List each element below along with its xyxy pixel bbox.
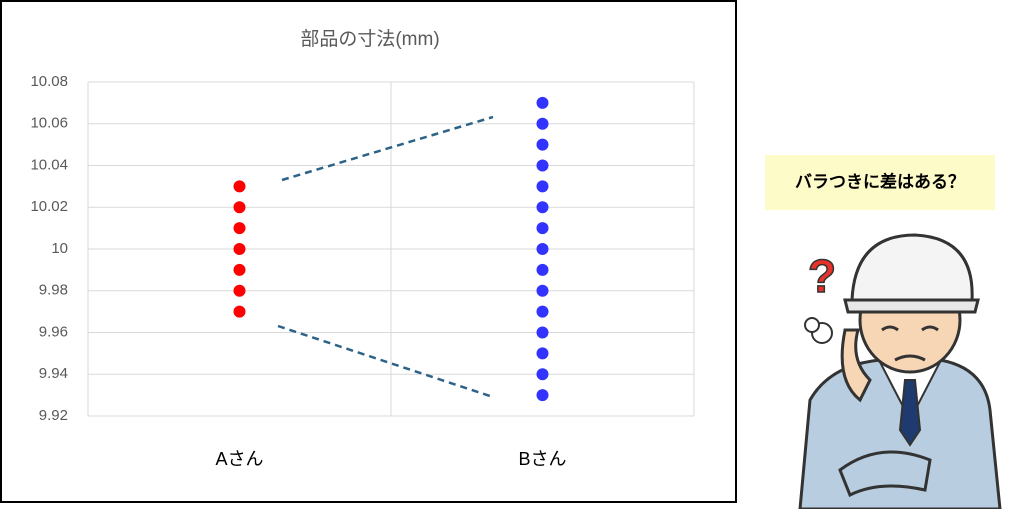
dot [233,305,246,318]
plot-area: 9.92 9.94 9.96 9.98 10 10.02 10.04 10.06 10.08 Aさ… [30,73,695,469]
dot [536,96,549,109]
worker-illustration: ? [798,233,1002,511]
dot [536,222,549,235]
dot [536,305,549,318]
y-tick-label: 9.92 [39,407,68,424]
y-tick-label: 9.98 [39,282,68,299]
y-tick-label: 9.96 [39,323,68,340]
dot [536,117,549,130]
y-tick-label: 9.94 [39,365,68,382]
dot [536,159,549,172]
y-tick-label: 10 [51,240,68,257]
dot [233,284,246,297]
dot [536,326,549,339]
y-tick-label: 10.04 [30,156,68,173]
y-tick-label: 10.08 [30,73,68,90]
dot [233,222,246,235]
dot [536,389,549,402]
dot [536,201,549,214]
callout-text: バラつきに差はある？ [795,171,965,191]
chart-title: 部品の寸法(mm) [300,28,439,50]
dot [536,368,549,381]
chart-frame [0,0,737,503]
dot [536,347,549,360]
dot [536,243,549,255]
dot [233,243,246,255]
dot [233,263,246,276]
callout-box [765,155,995,210]
dot [536,180,549,193]
y-tick-label: 10.02 [30,198,68,215]
dot [536,263,549,276]
x-tick-label: Aさん [215,449,263,469]
dot [233,180,246,193]
y-tick-label: 10.06 [30,115,68,132]
annotation-line [281,115,494,182]
dot [233,201,246,214]
dot [536,138,549,151]
x-tick-label: Bさん [518,449,566,469]
annotation-line [277,324,494,399]
dot [536,284,549,297]
svg-text:?: ? [808,250,836,302]
